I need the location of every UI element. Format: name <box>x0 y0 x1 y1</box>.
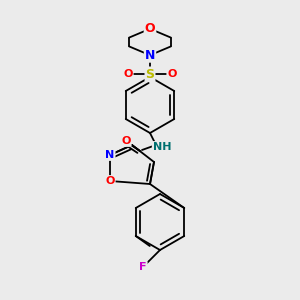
Text: N: N <box>145 49 155 62</box>
Text: O: O <box>167 69 177 79</box>
Text: O: O <box>121 136 131 146</box>
Text: O: O <box>145 22 155 35</box>
Text: S: S <box>146 68 154 80</box>
Text: F: F <box>139 262 147 272</box>
Text: N: N <box>105 150 115 160</box>
Text: NH: NH <box>153 142 171 152</box>
Text: O: O <box>105 176 115 186</box>
Text: O: O <box>123 69 133 79</box>
